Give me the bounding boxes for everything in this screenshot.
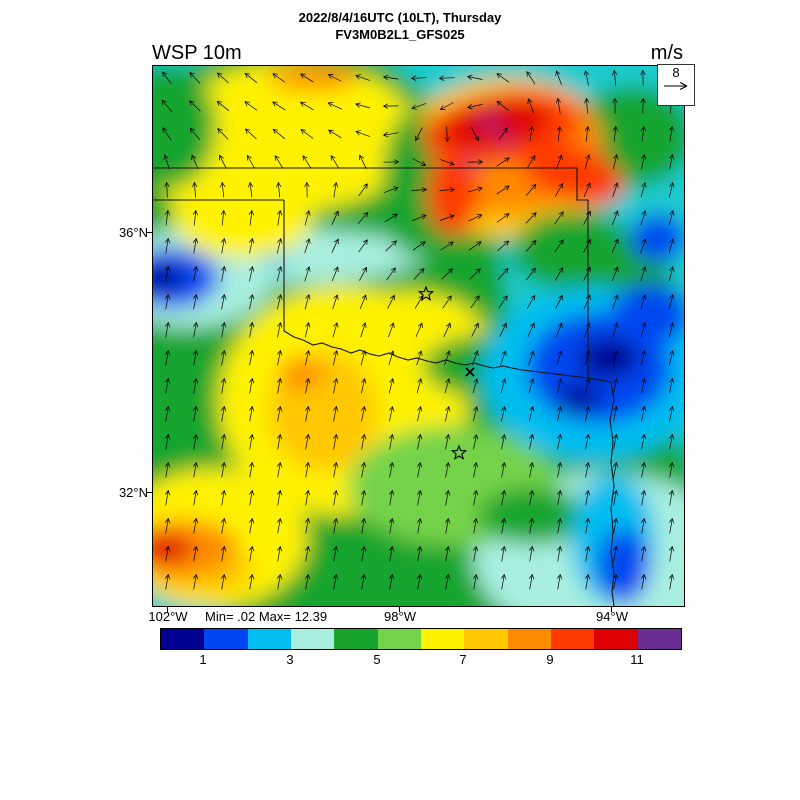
reference-vector-arrow-icon xyxy=(664,82,688,90)
wind-speed-contour-map xyxy=(153,66,684,606)
lon-tick-94w xyxy=(611,606,612,612)
colorbar-segment xyxy=(334,629,378,649)
figure-title-datetime: 2022/8/4/16UTC (10LT), Thursday xyxy=(298,10,502,25)
star-marker-icon xyxy=(417,285,435,301)
colorbar-tick-5: 5 xyxy=(373,652,381,667)
lon-label-102w: 102°W xyxy=(148,609,188,624)
colorbar-segment xyxy=(420,629,465,649)
colorbar-segment xyxy=(507,629,551,649)
reference-vector-value: 8 xyxy=(672,65,680,80)
units-label: m/s xyxy=(650,42,683,64)
colorbar-segment xyxy=(594,629,638,649)
lon-label-98w: 98°W xyxy=(384,609,416,624)
wind-arrows-layer xyxy=(161,69,675,590)
contour-fill-layer xyxy=(153,66,684,606)
colorbar-tick-9: 9 xyxy=(546,652,554,667)
minmax-stats: Min= .02 Max= 12.39 xyxy=(205,609,328,624)
figure-title-model: FV3M0B2L1_GFS025 xyxy=(335,27,465,42)
colorbar xyxy=(160,628,682,650)
colorbar-segment xyxy=(161,629,205,649)
colorbar-tick-11: 11 xyxy=(630,652,644,667)
colorbar-segment xyxy=(637,629,681,649)
colorbar-segment xyxy=(550,629,595,649)
colorbar-tick-3: 3 xyxy=(286,652,294,667)
colorbar-segment xyxy=(464,629,508,649)
lat-label-32n: 32°N xyxy=(118,485,148,500)
map-plot-area xyxy=(152,65,685,607)
lat-tick-36n xyxy=(146,232,152,233)
cross-marker-icon xyxy=(465,367,475,377)
lon-label-94w: 94°W xyxy=(596,609,628,624)
colorbar-segment xyxy=(247,629,291,649)
lat-label-36n: 36°N xyxy=(118,225,148,240)
colorbar-segment xyxy=(290,629,335,649)
location-markers xyxy=(417,285,475,460)
lon-tick-102w xyxy=(167,606,168,612)
colorbar-tick-7: 7 xyxy=(459,652,467,667)
star-marker-icon xyxy=(450,444,468,460)
colorbar-tick-1: 1 xyxy=(199,652,207,667)
reference-vector-box: 8 xyxy=(657,64,695,106)
state-borders xyxy=(153,167,615,606)
variable-label: WSP 10m xyxy=(152,42,242,64)
lat-tick-32n xyxy=(146,492,152,493)
lon-tick-98w xyxy=(399,606,400,612)
colorbar-segment xyxy=(204,629,248,649)
colorbar-segment xyxy=(377,629,421,649)
